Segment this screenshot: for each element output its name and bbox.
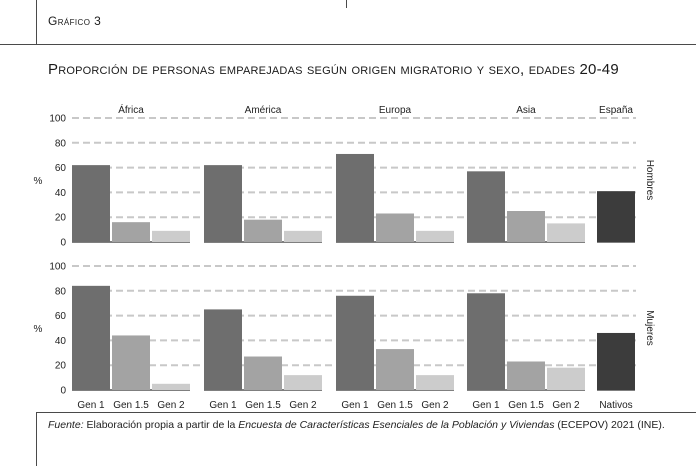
bar-mujeres-2-2 <box>244 356 282 390</box>
y-tick-label: 100 <box>49 262 66 273</box>
bar-mujeres-4-2 <box>507 361 545 390</box>
left-rule <box>36 0 37 44</box>
y-axis-label: % <box>34 176 43 187</box>
y-tick-label: 80 <box>55 286 67 297</box>
bar-hombres-1-1 <box>72 165 110 242</box>
y-tick-label: 0 <box>60 386 66 397</box>
bar-mujeres-3-3 <box>416 375 454 390</box>
y-tick-label: 20 <box>55 361 67 372</box>
bar-hombres-3-3 <box>416 230 454 242</box>
x-tick-label: Gen 2 <box>157 400 185 411</box>
bar-mujeres-1-2 <box>112 335 150 390</box>
origin-header-2: América <box>245 105 282 116</box>
y-tick-label: 100 <box>49 114 66 125</box>
source-note: Fuente: Elaboración propia a partir de l… <box>48 418 688 433</box>
bar-mujeres-3-2 <box>376 349 414 390</box>
origin-header-4: Asia <box>516 105 536 116</box>
bar-mujeres-3-1 <box>336 295 374 390</box>
bar-mujeres-1-1 <box>72 285 110 390</box>
bar-hombres-4-1 <box>467 171 505 242</box>
source-survey-name: Encuesta de Características Esenciales d… <box>238 419 555 431</box>
x-tick-label: Gen 2 <box>552 400 580 411</box>
origin-header-3: Europa <box>379 105 412 116</box>
bar-hombres-2-2 <box>244 219 282 242</box>
bar-hombres-5-1 <box>597 191 635 242</box>
row-label-mujeres: Mujeres <box>644 310 655 346</box>
bar-hombres-1-2 <box>112 222 150 242</box>
top-rule <box>0 44 696 45</box>
row-label-hombres: Hombres <box>644 160 655 201</box>
x-tick-label: Gen 1 <box>209 400 237 411</box>
bar-mujeres-2-1 <box>204 309 242 390</box>
x-tick-label: Gen 1 <box>341 400 369 411</box>
bar-hombres-4-3 <box>547 223 585 242</box>
chart-title: Proporción de personas emparejadas según… <box>48 61 619 78</box>
bottom-rule <box>36 412 696 413</box>
bar-hombres-3-2 <box>376 213 414 242</box>
x-tick-label: Gen 1.5 <box>508 400 544 411</box>
bar-hombres-1-3 <box>152 230 190 242</box>
top-tick <box>346 0 347 8</box>
x-tick-label: Gen 1 <box>472 400 500 411</box>
y-axis-label: % <box>34 324 43 335</box>
x-tick-label-natives: Nativos <box>599 400 632 411</box>
source-text-1: Elaboración propia a partir de la <box>83 419 239 431</box>
bottom-left-rule <box>36 412 37 466</box>
y-tick-label: 60 <box>55 311 67 322</box>
origin-header-1: África <box>118 103 144 116</box>
x-tick-label: Gen 1.5 <box>245 400 281 411</box>
source-prefix: Fuente: <box>48 419 84 431</box>
figure-label: Gráfico 3 <box>48 14 102 28</box>
bar-mujeres-4-3 <box>547 367 585 390</box>
bar-hombres-4-2 <box>507 211 545 242</box>
x-tick-label: Gen 2 <box>289 400 317 411</box>
x-tick-label: Gen 1.5 <box>113 400 149 411</box>
y-tick-label: 0 <box>60 238 66 249</box>
bar-mujeres-4-1 <box>467 293 505 390</box>
bar-hombres-2-1 <box>204 165 242 242</box>
origin-header-5: España <box>599 105 633 116</box>
y-tick-label: 80 <box>55 138 67 149</box>
bar-chart: África América Europa Asia España 0 20 40 60 80 10… <box>34 103 655 411</box>
bar-hombres-3-1 <box>336 153 374 242</box>
bar-mujeres-5-1 <box>597 332 635 390</box>
y-tick-label: 20 <box>55 213 67 224</box>
x-tick-label: Gen 1 <box>77 400 105 411</box>
x-tick-label: Gen 2 <box>421 400 449 411</box>
bar-mujeres-2-3 <box>284 375 322 390</box>
source-text-2: (ECEPOV) 2021 (INE). <box>554 419 665 431</box>
bar-hombres-2-3 <box>284 230 322 242</box>
bar-mujeres-1-3 <box>152 383 190 390</box>
y-tick-label: 60 <box>55 163 67 174</box>
y-tick-label: 40 <box>55 336 67 347</box>
y-tick-label: 40 <box>55 188 67 199</box>
x-tick-label: Gen 1.5 <box>377 400 413 411</box>
